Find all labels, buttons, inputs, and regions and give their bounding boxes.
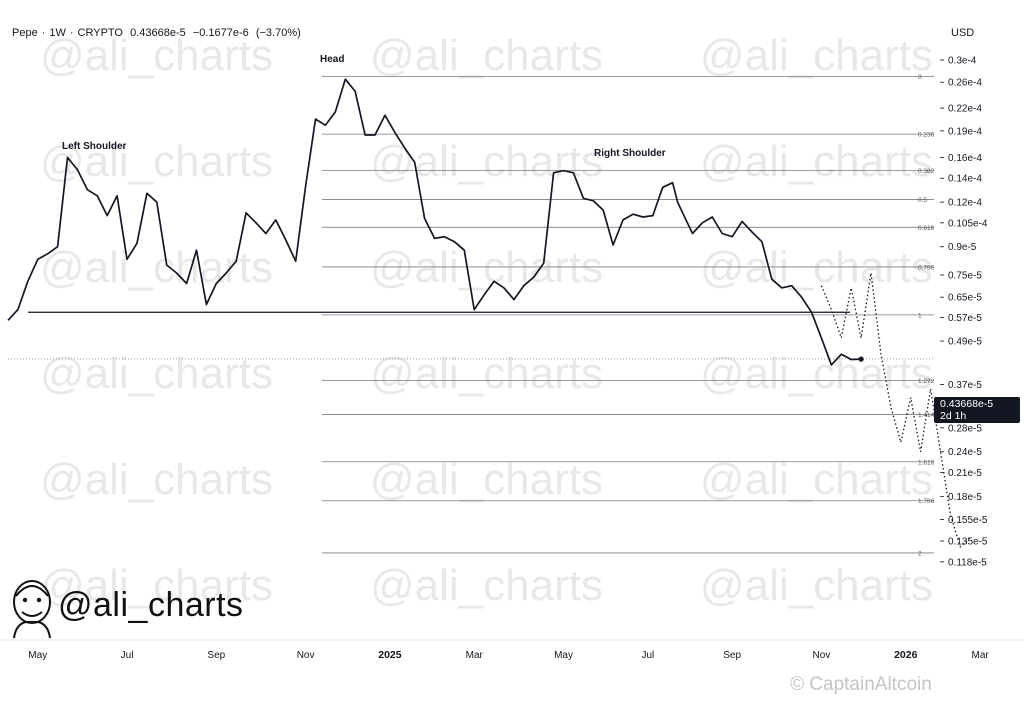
x-tick-label: 2026 <box>894 649 918 661</box>
background-watermark-text: @ali_charts <box>370 349 603 398</box>
y-tick-label: 0.24e-5 <box>948 447 982 458</box>
time-axis[interactable]: May Jul Sep Nov 2025 Mar May Jul Sep Nov 2026 Mar <box>0 639 1024 661</box>
background-watermark-text: @ali_charts <box>700 137 933 186</box>
y-tick-label: 0.135e-5 <box>948 536 988 547</box>
background-watermark-text: @ali_charts <box>40 455 273 504</box>
y-tick-label: 0.12e-4 <box>948 198 982 209</box>
y-tick-label: 0.21e-5 <box>948 468 982 479</box>
symbol-header: Pepe · 1W · CRYPTO 0.43668e-5 −0.1677e-6 (−3… <box>12 27 301 39</box>
y-tick-label: 0.118e-5 <box>948 557 987 568</box>
price-change-percent: (−3.70%) <box>255 27 301 39</box>
y-tick-label: 0.37e-5 <box>948 380 982 391</box>
fib-level-label: 0.382 <box>918 168 935 175</box>
left-shoulder-label: Left Shoulder <box>62 141 127 152</box>
fib-level-label: 0.5 <box>918 197 927 204</box>
fib-level-label: 0.786 <box>918 264 935 271</box>
fib-level-label: 2 <box>918 550 922 557</box>
y-tick-label: 0.3e-4 <box>948 56 977 67</box>
y-tick-label: 0.9e-5 <box>948 242 977 253</box>
y-tick-label: 0.18e-5 <box>948 492 982 503</box>
pattern-annotations: Left Shoulder Head Right Shoulder <box>62 54 666 159</box>
x-tick-label: Mar <box>972 650 990 661</box>
head-label: Head <box>320 54 344 65</box>
x-tick-label: Nov <box>297 650 315 661</box>
fib-level-label: 0 <box>918 74 922 81</box>
x-tick-label: Sep <box>207 650 225 661</box>
background-watermark-text: @ali_charts <box>40 349 273 398</box>
y-tick-label: 0.65e-5 <box>948 293 982 304</box>
x-tick-label: May <box>554 650 573 661</box>
x-tick-label: Mar <box>466 650 484 661</box>
y-tick-label: 0.14e-4 <box>948 174 982 185</box>
background-watermark-text: @ali_charts <box>700 561 933 610</box>
y-tick-label: 0.105e-4 <box>948 218 988 229</box>
x-tick-label: Jul <box>121 650 134 661</box>
background-watermark-text: @ali_charts <box>370 31 603 80</box>
y-tick-label: 0.49e-5 <box>948 337 982 348</box>
y-tick-label: 0.26e-4 <box>948 78 982 89</box>
background-watermark-text: @ali_charts <box>40 31 273 80</box>
background-watermark-text: @ali_charts <box>370 455 603 504</box>
watermark-handle: @ali_charts <box>58 586 244 624</box>
background-watermark-text: @ali_charts <box>370 137 603 186</box>
background-watermark: @ali_charts @ali_charts @ali_charts @ali_ch… <box>40 31 933 610</box>
fib-level-label: 1.618 <box>918 459 935 466</box>
fibonacci-levels: 00.2360.3820.50.6180.78611.2721.4141.618… <box>322 74 935 557</box>
x-tick-label: Jul <box>641 650 654 661</box>
background-watermark-text: @ali_charts <box>700 349 933 398</box>
y-tick-label: 0.57e-5 <box>948 313 982 324</box>
last-price: 0.43668e-5 <box>130 27 186 39</box>
x-tick-label: 2025 <box>378 649 402 661</box>
price-series-line <box>7 78 862 366</box>
bar-countdown: 2d 1h <box>940 410 967 422</box>
x-tick-label: May <box>28 650 47 661</box>
background-watermark-text: @ali_charts <box>700 243 933 292</box>
projection-series-line <box>820 272 971 548</box>
background-watermark-text: @ali_charts <box>40 137 273 186</box>
background-watermark-text: @ali_charts <box>700 31 933 80</box>
right-shoulder-label: Right Shoulder <box>594 148 666 159</box>
interval: 1W <box>49 27 66 39</box>
y-tick-label: 0.75e-5 <box>948 271 982 282</box>
y-tick-label: 0.19e-4 <box>948 126 982 137</box>
fib-level-label: 1.272 <box>918 378 935 385</box>
y-tick-label: 0.28e-5 <box>948 423 982 434</box>
y-tick-label: 0.22e-4 <box>948 104 982 115</box>
y-tick-label: 0.16e-4 <box>948 153 982 164</box>
background-watermark-text: @ali_charts <box>40 243 273 292</box>
currency-label[interactable]: USD <box>951 27 975 39</box>
fib-level-label: 1 <box>918 312 922 319</box>
credit-watermark: © CaptainAltcoin <box>790 674 932 695</box>
avatar-face-icon <box>13 580 51 639</box>
current-price-tag: 0.43668e-5 2d 1h <box>934 397 1020 423</box>
fib-level-label: 1.786 <box>918 498 935 505</box>
y-tick-label: 0.155e-5 <box>948 515 988 526</box>
background-watermark-text: @ali_charts <box>40 561 273 610</box>
background-watermark-text: @ali_charts <box>370 243 603 292</box>
background-watermark-text: @ali_charts <box>370 561 603 610</box>
x-tick-label: Sep <box>723 650 741 661</box>
credit-text: CaptainAltcoin <box>809 674 932 695</box>
symbol-name: Pepe <box>12 27 38 39</box>
current-price-value: 0.43668e-5 <box>940 398 994 410</box>
fib-level-label: 0.618 <box>918 225 935 232</box>
fib-level-label: 0.236 <box>918 132 935 139</box>
background-watermark-text: @ali_charts <box>700 455 933 504</box>
x-tick-label: Nov <box>813 650 831 661</box>
exchange: CRYPTO <box>77 27 123 39</box>
price-change: −0.1677e-6 <box>192 27 249 39</box>
price-axis[interactable]: 0.3e-4 0.26e-4 0.22e-4 0.19e-4 0.16e-4 0.14e-… <box>940 56 988 569</box>
last-price-point <box>858 356 864 362</box>
